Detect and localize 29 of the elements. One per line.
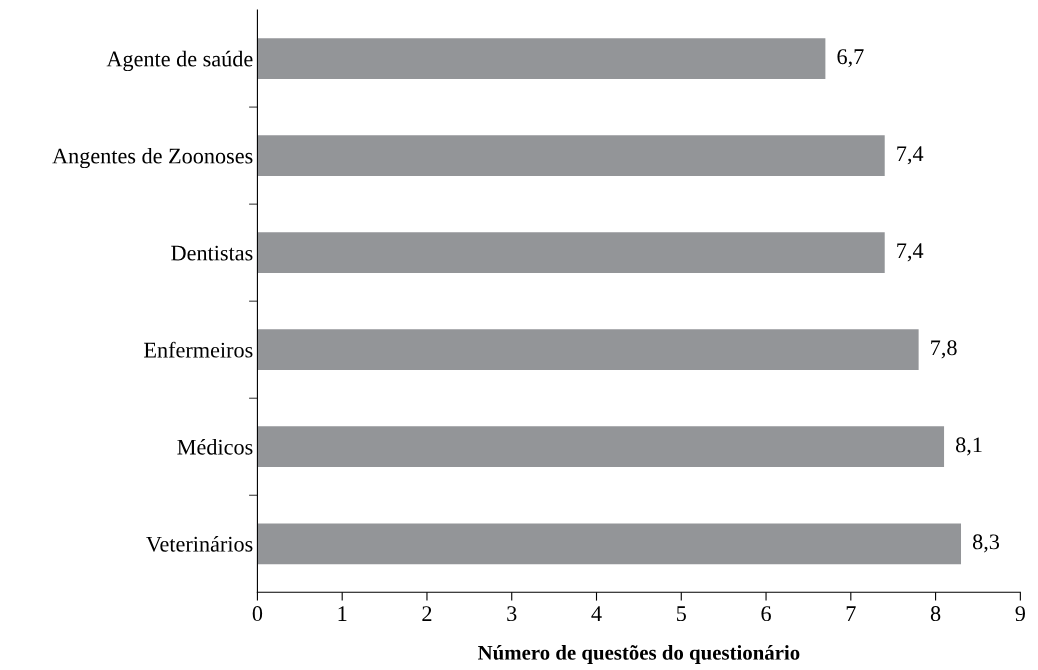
bar: [257, 135, 885, 176]
data-label: 7,4: [897, 243, 924, 262]
bar: [257, 38, 826, 79]
y-tick-label: Enfermeiros: [144, 341, 253, 358]
x-tick-label: 8: [930, 606, 941, 622]
y-tick-label: Dentistas: [171, 245, 253, 261]
x-tick-label: 2: [422, 606, 432, 621]
data-label: 7,4: [897, 146, 924, 165]
data-label: 8,3: [972, 534, 1000, 553]
y-tick-label: Angentes de Zoonoses: [52, 147, 253, 169]
data-label: 7,8: [931, 340, 957, 359]
x-tick-label: 1: [338, 606, 347, 621]
x-tick-label: 0: [252, 606, 263, 622]
y-tick-label: Veterinários: [146, 536, 253, 552]
bar: [257, 232, 885, 274]
bar: [257, 329, 919, 371]
bar: [257, 426, 945, 468]
x-tick-label: 9: [1015, 606, 1025, 622]
x-tick-label: 6: [761, 606, 771, 622]
y-tick-label: Agente de saúde: [106, 50, 253, 72]
data-label: 6,7: [837, 49, 864, 68]
x-tick-label: 4: [591, 606, 602, 621]
y-tick-label: Médicos: [177, 438, 253, 455]
x-tick-label: 7: [846, 606, 856, 621]
x-axis-title: Número de questões do questionário: [478, 645, 800, 664]
x-tick-label: 5: [677, 606, 686, 622]
x-tick-label: 3: [507, 606, 517, 622]
data-label: 8,1: [956, 437, 982, 456]
bar: [257, 523, 962, 565]
